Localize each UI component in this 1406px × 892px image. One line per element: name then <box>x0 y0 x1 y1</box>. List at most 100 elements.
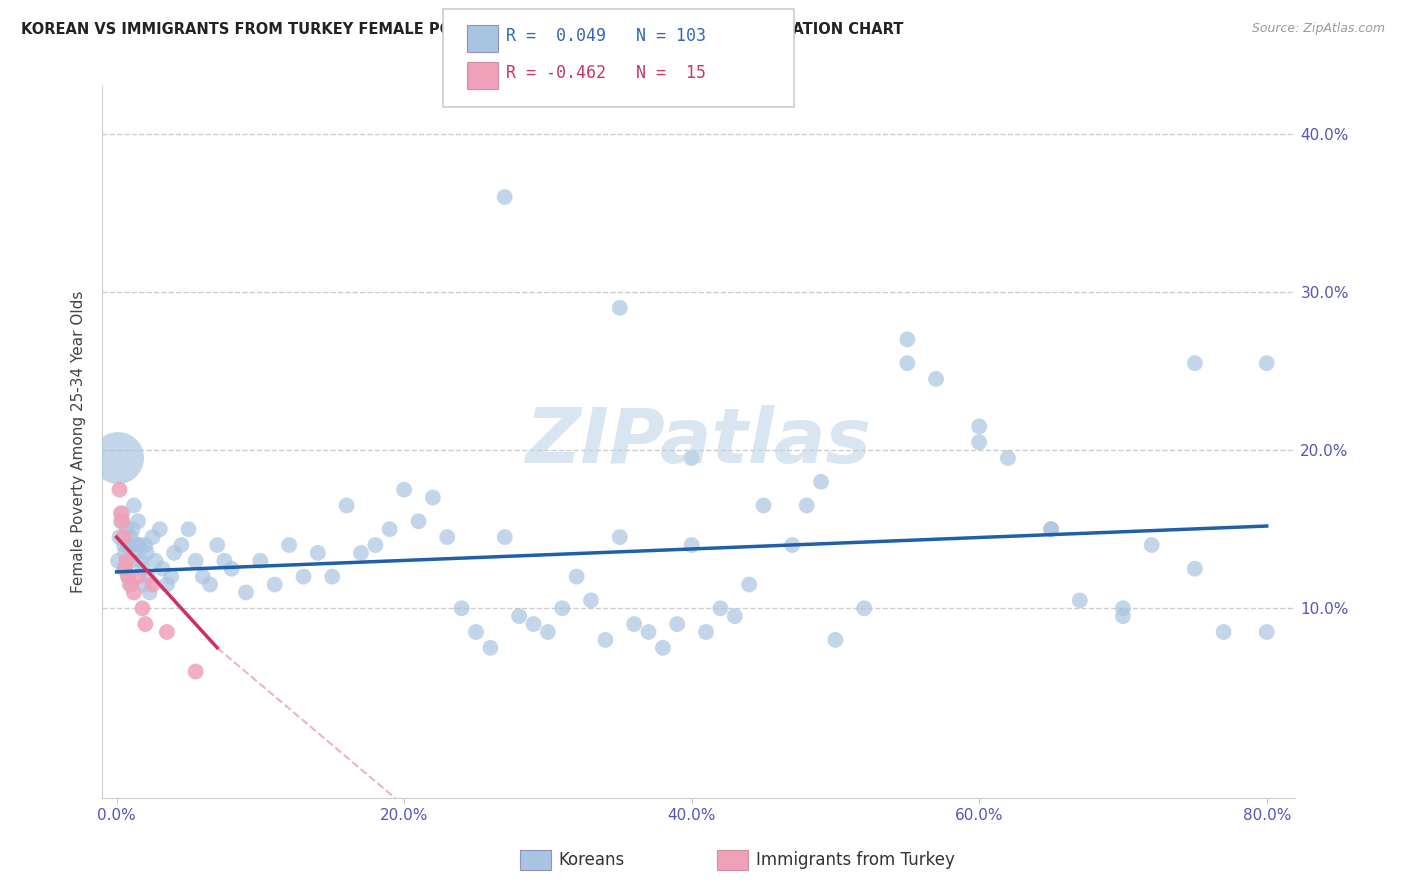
Point <box>125 538 148 552</box>
Point <box>465 625 488 640</box>
Point <box>114 562 136 576</box>
Point <box>141 530 163 544</box>
Point <box>565 569 588 583</box>
Point <box>782 538 804 552</box>
Point <box>695 625 717 640</box>
Point <box>156 625 179 640</box>
Point <box>824 632 846 647</box>
Point <box>752 499 775 513</box>
Point <box>450 601 472 615</box>
Point <box>1184 356 1206 370</box>
Point <box>738 577 761 591</box>
Point <box>609 301 631 315</box>
Point <box>135 546 157 560</box>
Point <box>152 562 174 576</box>
Point <box>108 483 131 497</box>
Point <box>709 601 731 615</box>
Point <box>479 640 502 655</box>
Point <box>1112 601 1135 615</box>
Point <box>205 538 228 552</box>
Point <box>896 356 918 370</box>
Point <box>184 554 207 568</box>
Point <box>107 450 129 465</box>
Text: KOREAN VS IMMIGRANTS FROM TURKEY FEMALE POVERTY AMONG 25-34 YEAR OLDS CORRELATIO: KOREAN VS IMMIGRANTS FROM TURKEY FEMALE … <box>21 22 904 37</box>
Point <box>623 617 645 632</box>
Point <box>177 522 200 536</box>
Point <box>810 475 832 489</box>
Point <box>967 419 990 434</box>
Point <box>408 514 430 528</box>
Point <box>134 538 156 552</box>
Text: Immigrants from Turkey: Immigrants from Turkey <box>756 851 955 869</box>
Text: R =  0.049   N = 103: R = 0.049 N = 103 <box>506 27 706 45</box>
Point <box>112 538 135 552</box>
Text: Koreans: Koreans <box>558 851 624 869</box>
Point <box>1040 522 1063 536</box>
Point <box>681 450 703 465</box>
Point <box>378 522 401 536</box>
Point <box>1112 609 1135 624</box>
Point <box>110 514 132 528</box>
Point <box>170 538 193 552</box>
Point <box>156 577 179 591</box>
Point <box>494 530 516 544</box>
Point <box>249 554 271 568</box>
Text: ZIPatlas: ZIPatlas <box>526 405 872 479</box>
Point <box>129 554 152 568</box>
Point <box>127 514 149 528</box>
Point <box>191 569 214 583</box>
Point <box>122 585 145 599</box>
Point <box>364 538 387 552</box>
Point <box>392 483 415 497</box>
Point <box>422 491 444 505</box>
Point <box>896 333 918 347</box>
Point <box>350 546 373 560</box>
Point <box>145 554 167 568</box>
Point <box>307 546 329 560</box>
Point <box>724 609 747 624</box>
Point <box>651 640 673 655</box>
Point <box>522 617 544 632</box>
Point <box>118 577 141 591</box>
Point <box>1069 593 1091 607</box>
Point <box>115 554 138 568</box>
Point <box>117 569 139 583</box>
Point <box>436 530 458 544</box>
Point <box>925 372 948 386</box>
Point <box>967 435 990 450</box>
Point <box>1140 538 1163 552</box>
Point <box>997 450 1019 465</box>
Point <box>108 530 131 544</box>
Point <box>637 625 659 640</box>
Point <box>138 585 160 599</box>
Point <box>124 546 146 560</box>
Point <box>149 522 172 536</box>
Point <box>141 577 163 591</box>
Point <box>853 601 876 615</box>
Point <box>163 546 186 560</box>
Point <box>221 562 243 576</box>
Point <box>111 507 134 521</box>
Point <box>127 569 149 583</box>
Point <box>292 569 315 583</box>
Point <box>198 577 221 591</box>
Point <box>214 554 236 568</box>
Point <box>136 569 159 583</box>
Point <box>112 530 135 544</box>
Point <box>111 514 134 528</box>
Point <box>120 530 142 544</box>
Point <box>131 562 153 576</box>
Point <box>115 522 138 536</box>
Point <box>1256 625 1278 640</box>
Point <box>1256 356 1278 370</box>
Point <box>551 601 574 615</box>
Point <box>117 569 139 583</box>
Point <box>131 601 153 615</box>
Point <box>107 554 129 568</box>
Point <box>666 617 689 632</box>
Point <box>336 499 359 513</box>
Point <box>508 609 530 624</box>
Point <box>609 530 631 544</box>
Point <box>796 499 818 513</box>
Point <box>134 617 156 632</box>
